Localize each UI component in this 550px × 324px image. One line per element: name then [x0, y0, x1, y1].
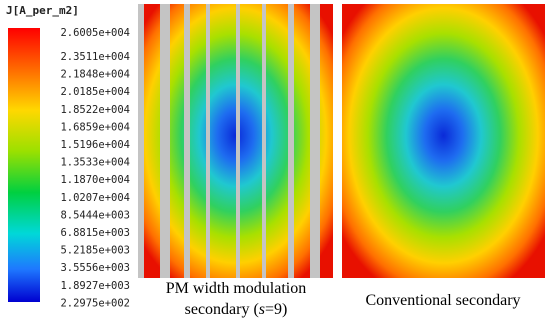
legend-label: 5.2185e+003	[60, 245, 130, 257]
right-caption: Conventional secondary	[365, 292, 520, 309]
legend-label: 1.0207e+004	[60, 192, 130, 204]
legend-label: 3.5556e+003	[60, 262, 130, 274]
legend-label: 1.3533e+004	[60, 157, 130, 169]
legend-label: 2.0185e+004	[60, 86, 130, 98]
pm-field-plot	[138, 4, 333, 278]
legend-label: 8.5444e+003	[60, 209, 130, 221]
legend-label: 1.8927e+003	[60, 280, 130, 292]
left-caption-line2: secondary (s=9)	[185, 301, 288, 318]
caption-part: secondary (	[185, 301, 259, 318]
legend-title: J[A_per_m2]	[6, 4, 79, 17]
legend-label: 2.2975e+002	[60, 297, 130, 309]
legend-label: 2.6005e+004	[60, 27, 130, 39]
caption-part: s	[259, 301, 265, 318]
legend-label: 1.5196e+004	[60, 139, 130, 151]
legend-label: 1.8522e+004	[60, 104, 130, 116]
conventional-field-plot	[342, 4, 545, 278]
legend-label: 2.1848e+004	[60, 69, 130, 81]
legend-label: 2.3511e+004	[60, 51, 130, 63]
colorbar	[8, 28, 40, 302]
legend-label: 6.8815e+003	[60, 227, 130, 239]
legend-label: 1.6859e+004	[60, 121, 130, 133]
legend-label: 1.1870e+004	[60, 174, 130, 186]
caption-part: =9)	[265, 301, 287, 318]
pm-strips	[138, 4, 320, 278]
left-caption-line1: PM width modulation	[166, 280, 306, 297]
